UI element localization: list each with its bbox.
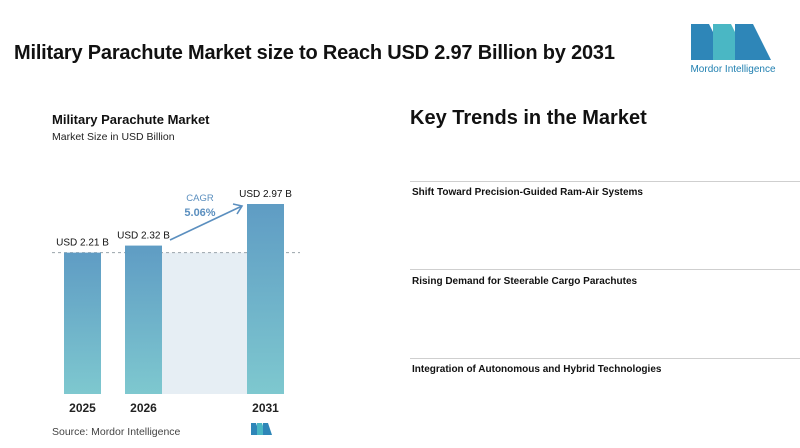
mordor-logo-icon bbox=[691, 24, 771, 60]
bar-2026 bbox=[125, 245, 162, 394]
bar-chart: USD 2.21 B 2025 USD 2.32 B 2026 USD 2.97 B 20… bbox=[52, 189, 300, 415]
mordor-small-logo-icon bbox=[251, 423, 272, 435]
data-label-2026: USD 2.32 B bbox=[117, 231, 170, 242]
x-tick-2026: 2026 bbox=[130, 401, 157, 415]
headline: Military Parachute Market size to Reach … bbox=[14, 42, 615, 64]
trend-divider bbox=[410, 358, 800, 359]
cagr-arrow-head bbox=[232, 203, 244, 215]
trend-item-2: Rising Demand for Steerable Cargo Parach… bbox=[412, 276, 638, 287]
data-label-2031: USD 2.97 B bbox=[239, 189, 292, 200]
data-label-2025: USD 2.21 B bbox=[56, 238, 109, 249]
x-tick-2031: 2031 bbox=[252, 401, 279, 415]
chart-subtitle: Market Size in USD Billion bbox=[52, 131, 175, 143]
projection-shade bbox=[162, 252, 247, 394]
source-note: Source: Mordor Intelligence bbox=[52, 426, 181, 438]
trend-divider bbox=[410, 269, 800, 270]
cagr-label: CAGR bbox=[186, 193, 214, 204]
bar-2025 bbox=[64, 252, 101, 394]
trend-item-1: Shift Toward Precision-Guided Ram-Air Sy… bbox=[412, 187, 643, 198]
cagr-arrow bbox=[169, 205, 243, 241]
bar-2031 bbox=[247, 204, 284, 394]
trend-divider bbox=[410, 181, 800, 182]
brand-name: Mordor Intelligence bbox=[690, 64, 776, 75]
trends-title: Key Trends in the Market bbox=[410, 107, 647, 129]
chart-title: Military Parachute Market bbox=[52, 112, 210, 127]
trend-item-3: Integration of Autonomous and Hybrid Tec… bbox=[412, 364, 662, 375]
cagr-value: 5.06% bbox=[184, 207, 215, 219]
x-tick-2025: 2025 bbox=[69, 401, 96, 415]
